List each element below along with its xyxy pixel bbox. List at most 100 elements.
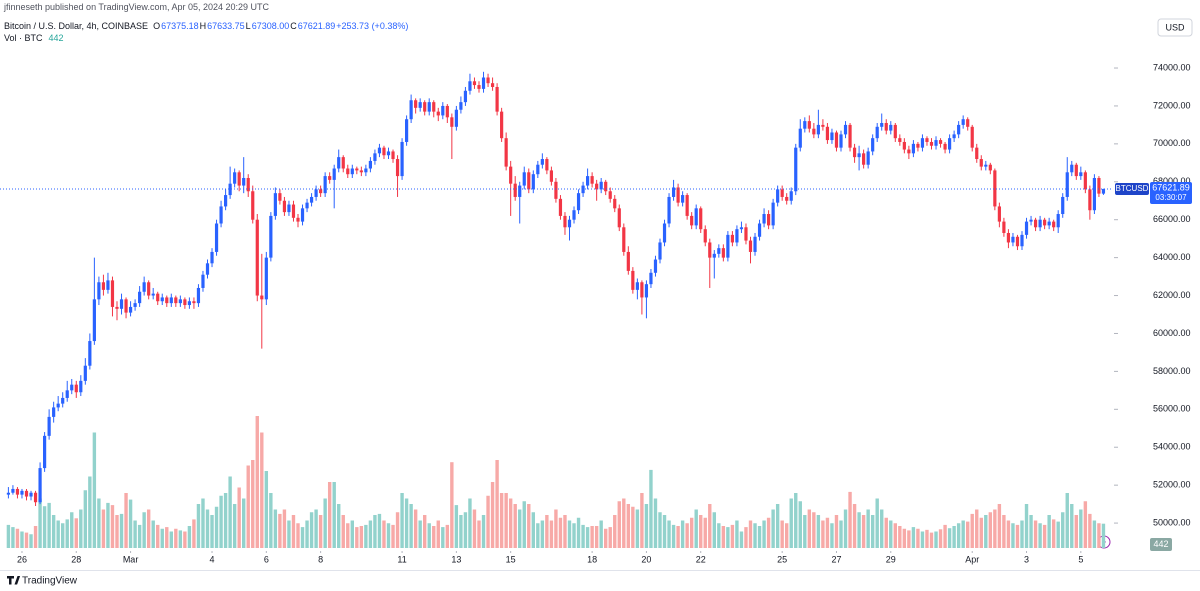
volume-bar xyxy=(590,526,594,548)
volume-bar xyxy=(889,520,893,548)
candle-body xyxy=(296,217,300,222)
volume-bar xyxy=(119,513,124,548)
volume-bar xyxy=(545,515,549,548)
volume-value: 442 xyxy=(48,33,64,43)
volume-bar xyxy=(825,517,830,548)
candle-body xyxy=(15,488,20,495)
candle-body xyxy=(739,227,744,230)
candle-body xyxy=(43,435,47,469)
volume-bar xyxy=(33,526,38,548)
y-tick-label: 62000.00 xyxy=(1153,290,1191,300)
candle-body xyxy=(11,488,15,493)
volume-bar xyxy=(780,520,784,548)
candle-body xyxy=(518,185,522,197)
volume-bar xyxy=(834,515,839,548)
volume-bar xyxy=(255,416,259,548)
candle-body xyxy=(1070,164,1074,173)
volume-bar xyxy=(210,515,214,548)
volume-bar xyxy=(323,498,327,548)
candle-body xyxy=(1020,234,1024,247)
candle-body xyxy=(196,287,201,304)
ohlc-key: O xyxy=(153,21,161,31)
candle-body xyxy=(712,253,716,258)
x-tick-label: 18 xyxy=(587,554,597,564)
y-tick-label: 60000.00 xyxy=(1153,328,1191,338)
candle-body xyxy=(61,397,65,404)
volume-bar xyxy=(875,498,879,548)
volume-bar xyxy=(766,517,771,548)
volume-bar xyxy=(934,531,938,548)
volume-bar xyxy=(115,515,119,548)
candle-body xyxy=(242,177,246,186)
candle-body xyxy=(24,490,29,497)
currency-box[interactable] xyxy=(1157,18,1193,37)
candle-body xyxy=(617,208,621,228)
x-tick-label: 4 xyxy=(210,554,215,564)
volume-bar xyxy=(106,502,110,548)
candle-body xyxy=(567,219,572,228)
candle-body xyxy=(830,132,834,141)
volume-bar xyxy=(522,501,526,548)
candle-body xyxy=(472,81,477,86)
volume-bar xyxy=(183,531,187,548)
volume-bar xyxy=(201,498,205,548)
legend-line: Bitcoin / U.S. Dollar, 4h, COINBASE O6737… xyxy=(4,21,409,31)
candle-body xyxy=(694,208,698,226)
candle-body xyxy=(721,248,725,258)
candle-body xyxy=(681,195,685,203)
volume-bar xyxy=(961,520,965,548)
volume-legend: Vol · BTC 442 xyxy=(4,33,65,43)
candle-body xyxy=(1043,219,1047,226)
candle-body xyxy=(871,138,875,152)
candle-body xyxy=(468,81,472,91)
volume-bar xyxy=(708,504,712,548)
y-tick-label: 64000.00 xyxy=(1153,252,1191,262)
candle-body xyxy=(47,416,51,436)
candle-body xyxy=(224,195,228,207)
candle-body xyxy=(382,147,386,156)
volume-bar xyxy=(246,465,250,548)
candle-body xyxy=(576,193,581,211)
candle-body xyxy=(192,301,196,304)
candle-body xyxy=(1092,177,1096,211)
volume-bar xyxy=(952,526,956,548)
volume-bar xyxy=(327,482,332,548)
candle-body xyxy=(92,299,96,342)
logo xyxy=(7,576,21,585)
volume-bar xyxy=(332,482,336,548)
candle-body xyxy=(264,257,268,300)
candle-body xyxy=(753,236,757,252)
candle-body xyxy=(699,208,703,230)
volume-bar xyxy=(445,524,450,548)
candle-body xyxy=(540,159,544,165)
volume-bar xyxy=(260,432,264,548)
volume-bar xyxy=(386,523,391,548)
candle-body xyxy=(260,295,264,300)
volume-bar xyxy=(178,530,183,548)
volume-bar xyxy=(848,491,852,548)
volume-bar xyxy=(101,509,106,548)
candle-body xyxy=(97,282,101,300)
candle-body xyxy=(124,299,128,313)
volume-bar xyxy=(137,524,142,548)
volume-bar xyxy=(1097,523,1101,548)
currency[interactable]: USD xyxy=(1165,22,1185,32)
candle-body xyxy=(305,202,309,209)
candle-body xyxy=(703,229,707,243)
volume-bar xyxy=(373,515,377,548)
volume-bar xyxy=(124,493,128,548)
volume-bar xyxy=(771,509,775,548)
candle-body xyxy=(183,299,187,306)
volume-bar xyxy=(1083,501,1088,548)
volume-bar xyxy=(355,527,359,548)
candle-body xyxy=(278,193,282,201)
volume-bar xyxy=(291,515,296,548)
candle-body xyxy=(251,191,255,220)
candle-body xyxy=(604,181,608,192)
candle-body xyxy=(667,196,671,224)
candle-body xyxy=(29,492,33,497)
volume-bar xyxy=(807,509,812,548)
volume-bar xyxy=(481,515,486,548)
volume-bar xyxy=(368,520,373,548)
